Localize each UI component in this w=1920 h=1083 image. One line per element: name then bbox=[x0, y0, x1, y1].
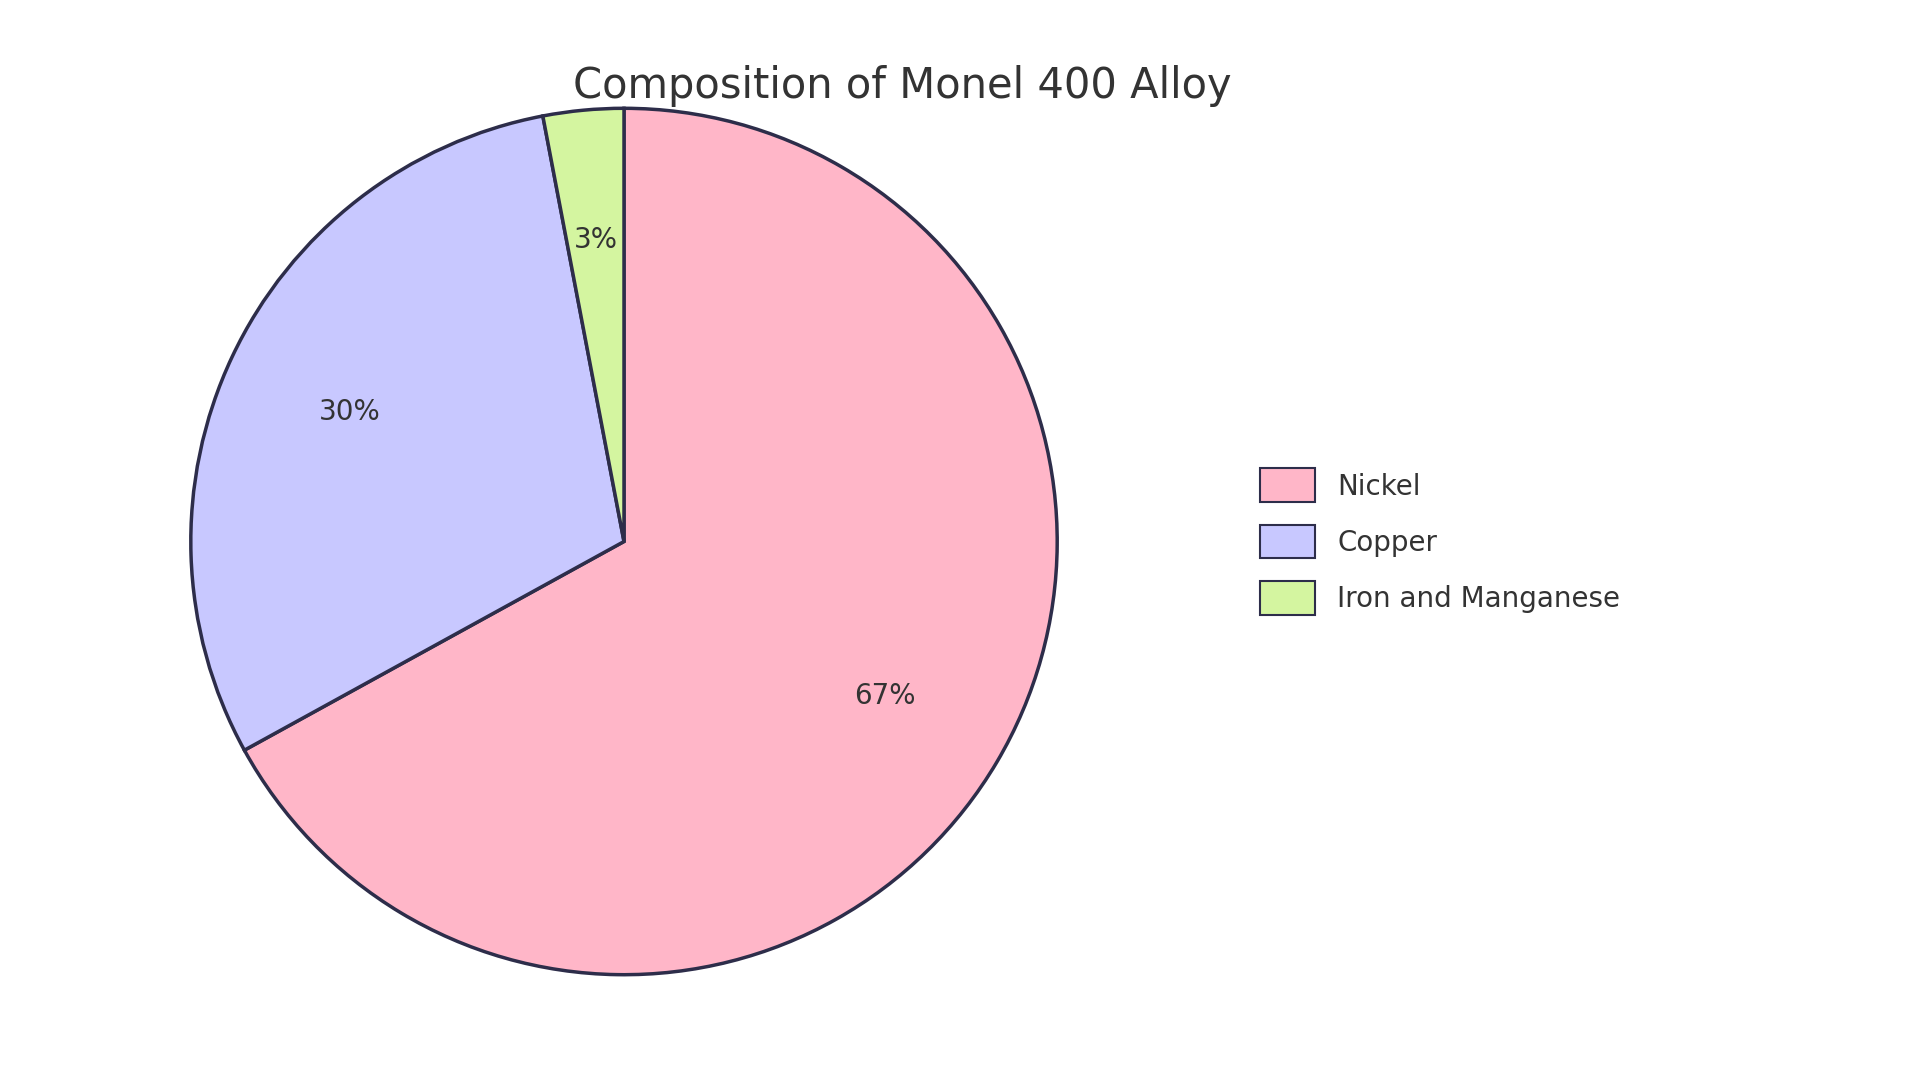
Text: 30%: 30% bbox=[319, 399, 380, 427]
Wedge shape bbox=[543, 108, 624, 542]
Text: Composition of Monel 400 Alloy: Composition of Monel 400 Alloy bbox=[572, 65, 1233, 107]
Text: 3%: 3% bbox=[574, 225, 618, 253]
Wedge shape bbox=[244, 108, 1058, 975]
Legend: Nickel, Copper, Iron and Manganese: Nickel, Copper, Iron and Manganese bbox=[1246, 455, 1634, 628]
Text: 67%: 67% bbox=[854, 682, 916, 709]
Wedge shape bbox=[190, 116, 624, 751]
